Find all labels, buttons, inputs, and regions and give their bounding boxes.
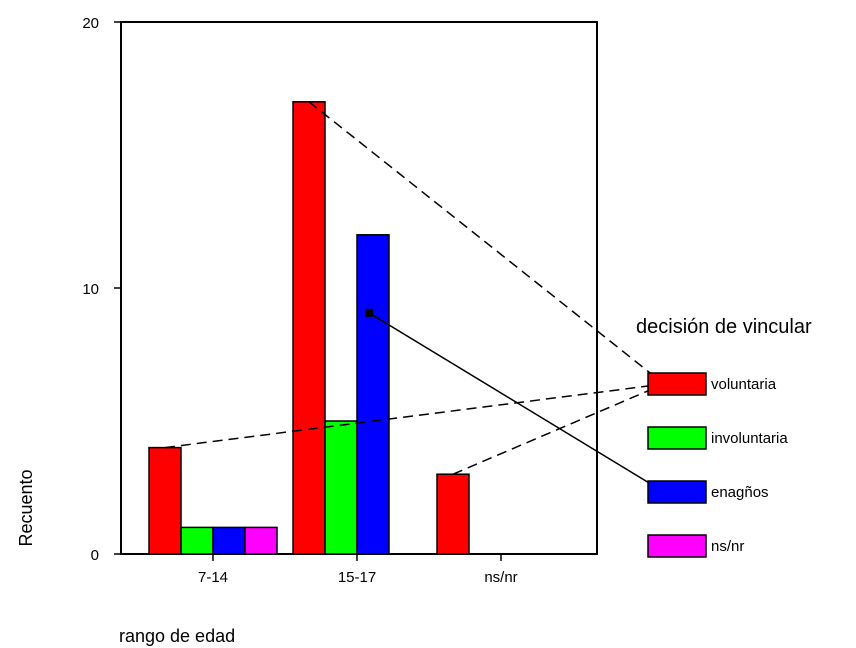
bar (180, 526, 214, 555)
y-tick-label: 0 (91, 547, 99, 564)
x-tick-label: ns/nr (484, 569, 517, 586)
legend-label: voluntaria (711, 376, 777, 393)
annotation-arrow (368, 312, 665, 493)
bar (292, 101, 326, 555)
annotations (164, 101, 665, 493)
legend-label: ns/nr (711, 538, 744, 555)
y-tick-label: 20 (82, 15, 99, 32)
legend-swatch (647, 534, 707, 558)
bar (356, 234, 390, 555)
x-tick-label: 15-17 (338, 569, 376, 586)
x-tick-label: 7-14 (198, 569, 228, 586)
y-axis-label: Recuento (16, 469, 36, 546)
bar (244, 526, 278, 555)
legend: decisión de vincular voluntaria involuntar… (636, 316, 812, 558)
bar (212, 526, 246, 555)
bar (436, 473, 470, 555)
x-axis-label: rango de edad (119, 626, 235, 646)
legend-swatch (647, 372, 707, 396)
legend-swatch (647, 426, 707, 450)
legend-title: decisión de vincular (636, 316, 812, 338)
bar (148, 446, 182, 555)
annotation-anchor (365, 308, 373, 317)
y-tick-label: 10 (82, 281, 99, 298)
annotation-arrow (452, 383, 665, 475)
annotation-arrow (308, 101, 665, 385)
bar (324, 420, 358, 555)
annotation-arrow (164, 381, 665, 449)
legend-label: enagños (711, 484, 769, 501)
legend-label: involuntaria (711, 430, 788, 447)
bars (148, 101, 470, 555)
legend-swatch (647, 480, 707, 504)
